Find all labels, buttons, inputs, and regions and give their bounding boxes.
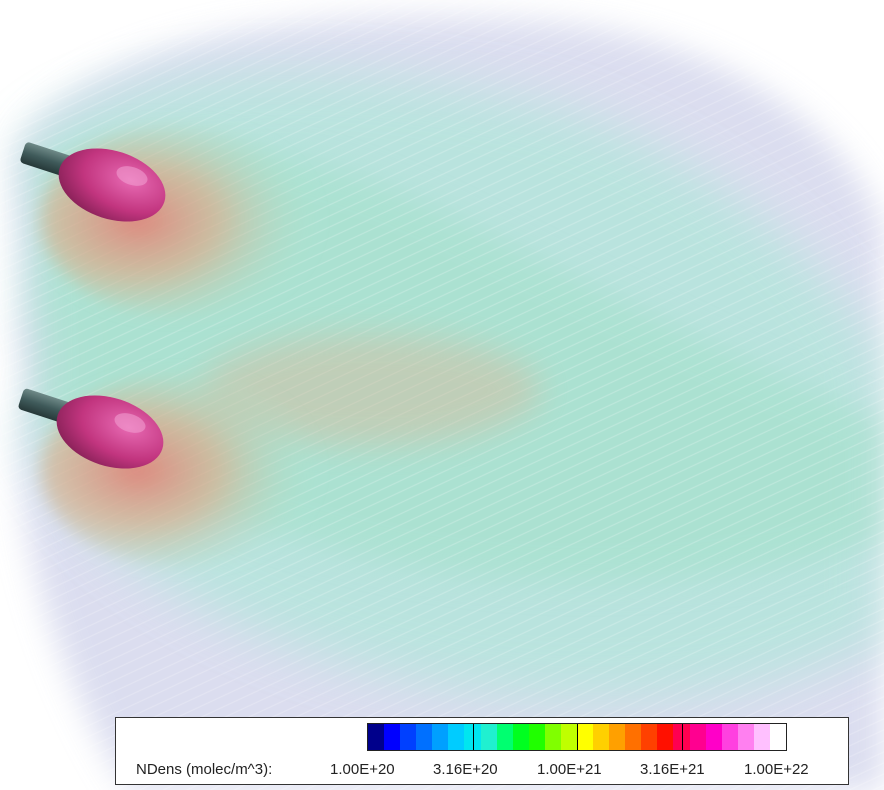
colorbar-segment-8 (496, 724, 513, 750)
lower-thruster (18, 388, 164, 469)
colorbar-segment-0 (368, 724, 385, 750)
colorbar-segment-1 (384, 724, 401, 750)
tick-label-2: 1.00E+21 (537, 761, 602, 778)
colorbar-segment-21 (705, 724, 722, 750)
legend: NDens (molec/m^3): 1.00E+20 3.16E+20 1.0… (115, 717, 849, 785)
colorbar-segment-6 (464, 724, 481, 750)
colorbar-tick-3 (682, 724, 683, 750)
colorbar (367, 723, 787, 751)
colorbar-segment-2 (400, 724, 417, 750)
upper-thruster (20, 142, 166, 222)
colorbar-segment-11 (544, 724, 561, 750)
colorbar-segment-3 (416, 724, 433, 750)
colorbar-segment-23 (737, 724, 754, 750)
colorbar-segment-16 (625, 724, 642, 750)
colorbar-segment-4 (432, 724, 449, 750)
colorbar-segment-7 (480, 724, 497, 750)
colorbar-segment-13 (577, 724, 594, 750)
colorbar-segment-5 (448, 724, 465, 750)
colorbar-segment-24 (753, 724, 770, 750)
colorbar-segment-22 (721, 724, 738, 750)
colorbar-tick-2 (577, 724, 578, 750)
legend-label: NDens (molec/m^3): (136, 761, 273, 778)
colorbar-segment-20 (689, 724, 706, 750)
colorbar-segment-9 (512, 724, 529, 750)
tick-label-4: 1.00E+22 (744, 761, 809, 778)
tick-label-3: 3.16E+21 (640, 761, 705, 778)
colorbar-segment-10 (528, 724, 545, 750)
colorbar-segment-17 (641, 724, 658, 750)
colorbar-tick-1 (473, 724, 474, 750)
colorbar-segment-18 (657, 724, 674, 750)
colorbar-segment-25 (769, 724, 787, 750)
colorbar-segment-14 (593, 724, 610, 750)
colorbar-segment-15 (609, 724, 626, 750)
tick-label-0: 1.00E+20 (330, 761, 395, 778)
tick-label-1: 3.16E+20 (433, 761, 498, 778)
colorbar-segment-19 (673, 724, 690, 750)
colorbar-segment-12 (560, 724, 578, 750)
